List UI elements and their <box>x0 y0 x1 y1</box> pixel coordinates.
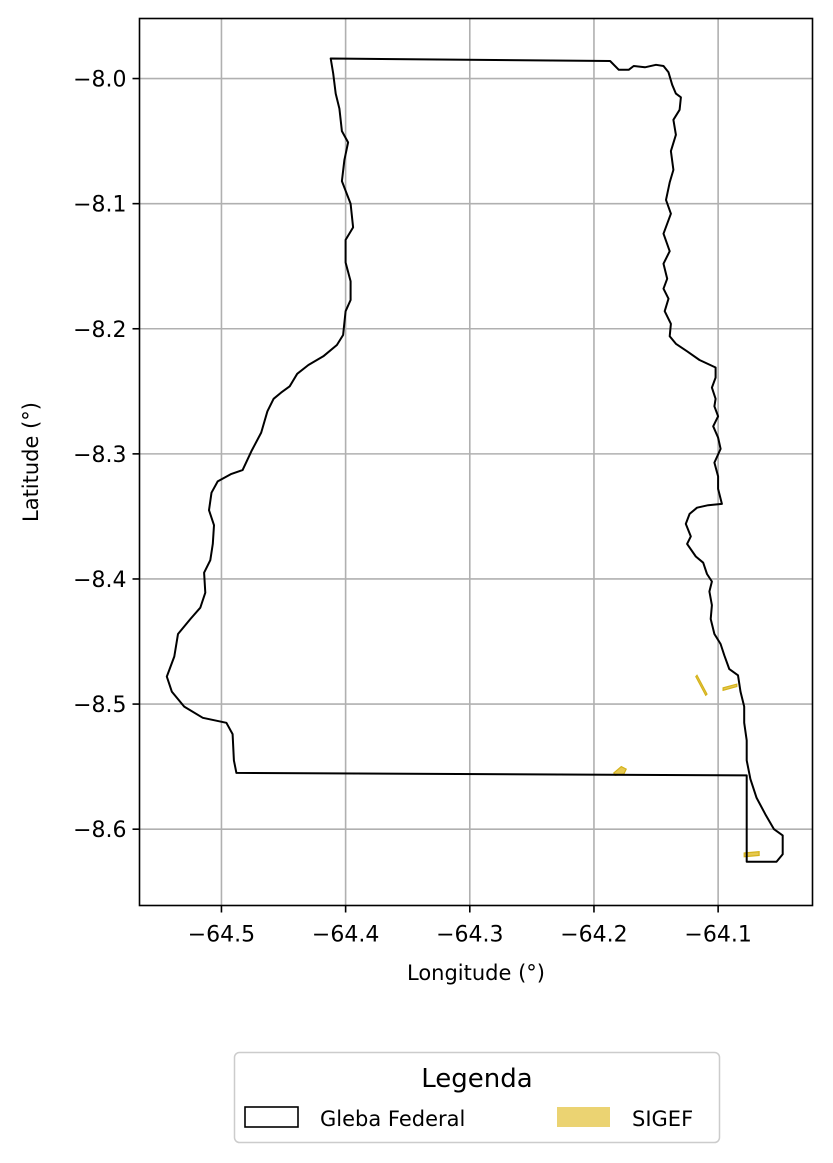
y-tick-label: −8.2 <box>73 318 126 343</box>
x-tick-label: −64.2 <box>560 923 627 948</box>
x-axis-title: Longitude (°) <box>407 961 545 985</box>
legend: Legenda Gleba Federal SIGEF <box>233 1051 721 1144</box>
gleba-federal-boundary <box>165 57 784 863</box>
sigef-parcel <box>722 683 738 692</box>
legend-swatch-gleba-federal <box>244 1106 299 1128</box>
x-tick-label: −64.5 <box>188 923 255 948</box>
y-axis: −8.0 −8.1 −8.2 −8.3 −8.4 −8.5 −8.6 <box>73 68 140 843</box>
x-axis: −64.5 −64.4 −64.3 −64.2 −64.1 <box>188 905 752 948</box>
plot-frame <box>138 17 814 907</box>
y-tick-label: −8.5 <box>73 693 126 718</box>
y-tick-label: −8.1 <box>73 193 126 218</box>
sigef-parcel <box>743 851 760 858</box>
legend-label-gleba-federal: Gleba Federal <box>320 1107 465 1131</box>
grid <box>139 18 813 906</box>
x-tick-label: −64.3 <box>436 923 503 948</box>
y-tick-label: −8.6 <box>73 818 126 843</box>
y-axis-title: Latitude (°) <box>19 402 43 522</box>
y-tick-label: −8.0 <box>73 68 126 93</box>
x-tick-label: −64.1 <box>684 923 751 948</box>
y-tick-label: −8.4 <box>73 568 126 593</box>
sigef-parcel <box>695 674 708 697</box>
sigef-polygons <box>613 674 760 858</box>
y-tick-label: −8.3 <box>73 443 126 468</box>
x-tick-label: −64.4 <box>312 923 379 948</box>
gleba-federal-polygon <box>165 57 784 863</box>
legend-label-sigef: SIGEF <box>632 1107 693 1131</box>
legend-title: Legenda <box>421 1064 532 1094</box>
legend-swatch-sigef <box>557 1107 610 1127</box>
